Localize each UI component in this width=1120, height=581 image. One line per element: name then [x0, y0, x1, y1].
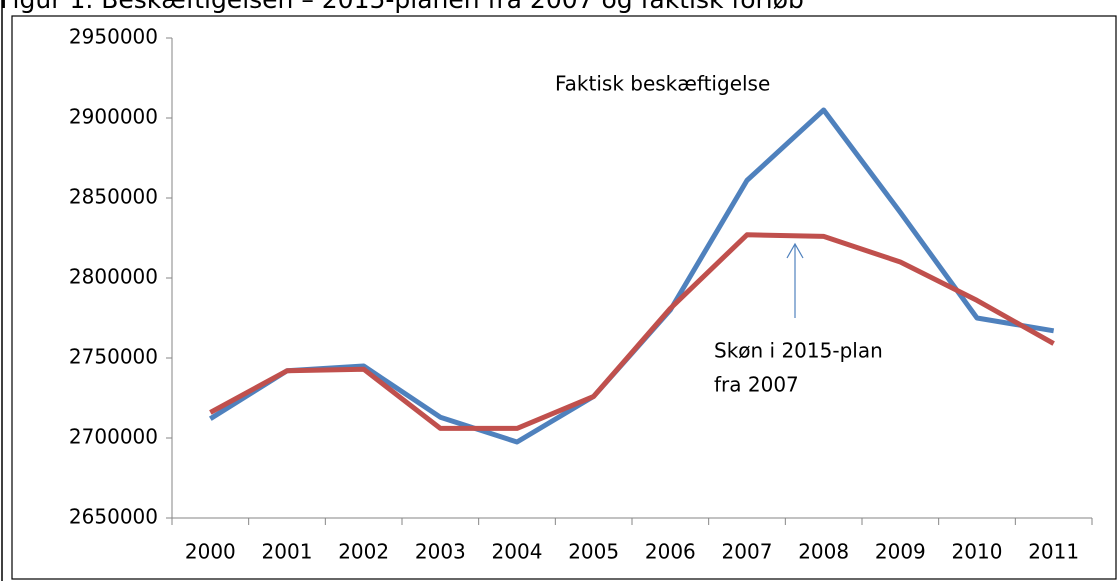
x-tick-label: 2000 [185, 540, 236, 564]
y-tick-label: 2750000 [69, 345, 158, 369]
arrow-head [786, 242, 804, 259]
annotation: fra 2007 [714, 373, 799, 397]
y-tick-label: 2850000 [69, 185, 158, 209]
x-tick-label: 2009 [875, 540, 926, 564]
x-tick-label: 2003 [415, 540, 466, 564]
x-tick-label: 2007 [722, 540, 773, 564]
y-tick-label: 2900000 [69, 105, 158, 129]
x-tick-label: 2005 [568, 540, 619, 564]
annotation: Faktisk beskæftigelse [555, 72, 770, 96]
y-tick-label: 2650000 [69, 505, 158, 529]
chart-frame [11, 15, 1117, 580]
x-tick-label: 2011 [1028, 540, 1079, 564]
x-tick-label: 2006 [645, 540, 696, 564]
chart-title: Figur 1. Beskæftigelsen – 2015-planen fr… [0, 0, 804, 14]
x-tick-label: 2004 [492, 540, 543, 564]
x-tick-label: 2010 [952, 540, 1003, 564]
annotation: Skøn i 2015-plan [714, 339, 883, 363]
series-line [209, 232, 1055, 431]
x-tick-label: 2008 [798, 540, 849, 564]
y-tick-label: 2800000 [69, 265, 158, 289]
x-tick-label: 2002 [338, 540, 389, 564]
y-tick-label: 2700000 [69, 425, 158, 449]
y-tick-label: 2950000 [69, 25, 158, 49]
x-tick-label: 2001 [262, 540, 313, 564]
